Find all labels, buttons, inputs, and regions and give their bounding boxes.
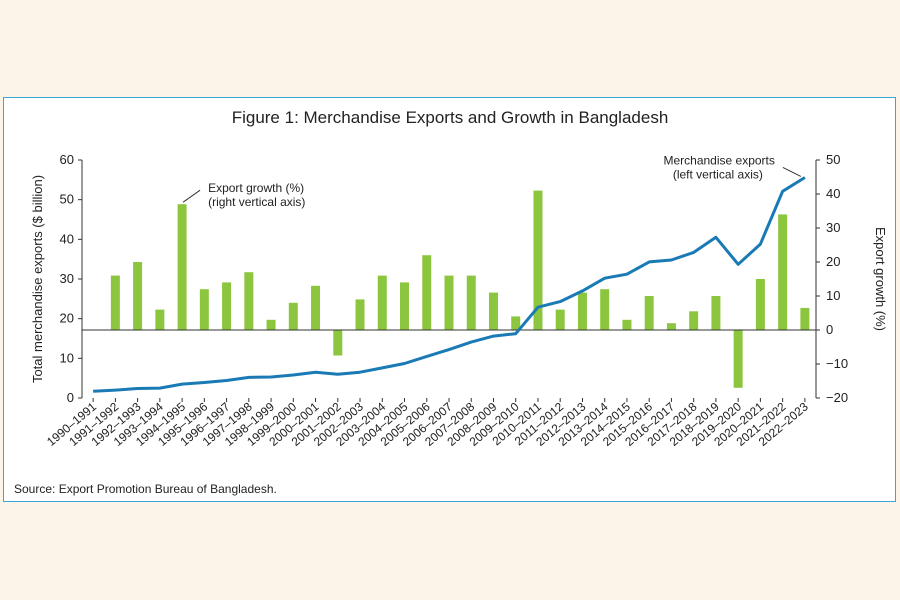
growth-bar (800, 307, 810, 330)
growth-bar (400, 282, 410, 330)
chart-frame: Figure 1: Merchandise Exports and Growth… (3, 97, 896, 502)
growth-bar (133, 262, 143, 330)
growth-bar (488, 292, 498, 330)
chart-title: Figure 1: Merchandise Exports and Growth… (232, 108, 669, 127)
growth-bar (110, 275, 120, 330)
right-axis-tick-label: 50 (826, 152, 840, 167)
bars-annotation-leader (182, 189, 201, 203)
growth-bar (511, 316, 521, 330)
growth-bar (422, 255, 432, 330)
growth-bar (222, 282, 232, 330)
growth-bar (377, 275, 387, 330)
right-axis-title: Export growth (%) (873, 227, 888, 331)
growth-bar (355, 299, 365, 330)
growth-bar (733, 330, 743, 388)
growth-bar (689, 311, 699, 330)
growth-bar (466, 275, 476, 330)
bars-annotation-line-2: (right vertical axis) (208, 195, 305, 209)
growth-bar (333, 330, 343, 356)
chart-canvas: Figure 1: Merchandise Exports and Growth… (14, 108, 888, 496)
right-axis-tick-label: 0 (826, 322, 833, 337)
left-axis-title: Total merchandise exports ($ billion) (30, 175, 45, 383)
source-note: Source: Export Promotion Bureau of Bangl… (14, 482, 277, 496)
bars-annotation-line-1: Export growth (%) (208, 181, 304, 195)
growth-bar (244, 272, 254, 330)
growth-bar (155, 309, 165, 330)
growth-bar (266, 319, 276, 330)
left-axis-tick-label: 0 (67, 390, 74, 405)
right-axis-tick-label: 30 (826, 220, 840, 235)
right-axis-tick-label: 20 (826, 254, 840, 269)
growth-bar (311, 285, 321, 330)
right-axis-tick-label: −20 (826, 390, 848, 405)
growth-bar (288, 302, 298, 330)
growth-bar (444, 275, 454, 330)
right-axis-tick-label: 40 (826, 186, 840, 201)
left-axis-tick-label: 20 (60, 311, 74, 326)
growth-bar (755, 279, 765, 330)
growth-bar (177, 204, 187, 330)
right-axis-tick-label: −10 (826, 356, 848, 371)
left-axis-tick-label: 60 (60, 152, 74, 167)
growth-bar (622, 319, 632, 330)
growth-bar (555, 309, 565, 330)
right-axis-tick-label: 10 (826, 288, 840, 303)
growth-bar (666, 323, 676, 330)
line-annotation-line-1: Merchandise exports (663, 153, 774, 167)
growth-bar (199, 289, 209, 330)
exports-line (93, 176, 806, 393)
left-axis-tick-label: 40 (60, 231, 74, 246)
growth-bar (778, 214, 788, 330)
growth-bar (533, 190, 543, 330)
line-annotation-leader (782, 167, 802, 177)
left-axis-tick-label: 30 (60, 271, 74, 286)
growth-bar (577, 292, 587, 330)
line-annotation-line-2: (left vertical axis) (673, 167, 763, 181)
left-axis-tick-label: 10 (60, 350, 74, 365)
growth-bar (711, 296, 721, 330)
left-axis-tick-label: 50 (60, 192, 74, 207)
growth-bar (600, 289, 610, 330)
growth-bar (644, 296, 654, 330)
